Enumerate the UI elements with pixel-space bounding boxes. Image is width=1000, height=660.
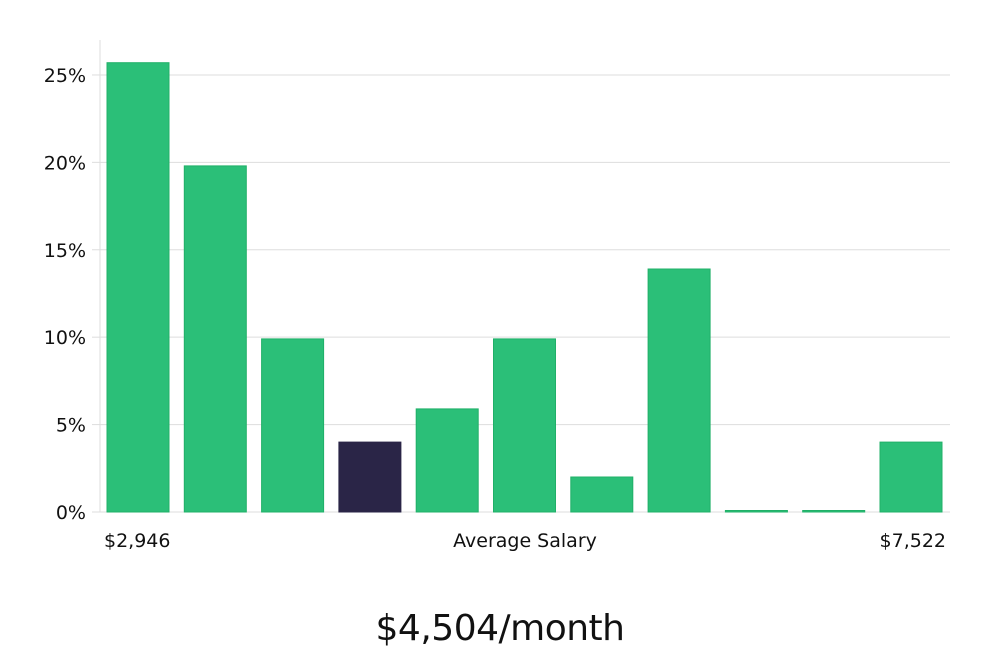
y-tick-label: 20% [44,152,86,174]
bar [415,408,479,513]
bars [106,62,943,513]
y-tick-label: 25% [44,65,86,87]
bar [647,268,711,513]
average-salary-summary: $4,504/month [375,608,625,649]
bar [493,338,556,513]
x-axis-title: Average Salary [453,530,597,552]
bar [261,338,325,513]
y-axis-ticks: 0% 5% 10% 15% 20% 25% [44,65,100,524]
y-tick-label: 10% [44,327,86,349]
bar [106,62,170,513]
y-tick-label: 5% [56,415,86,437]
bar [183,165,247,513]
bar [724,510,788,513]
y-tick-label: 0% [56,502,86,524]
salary-histogram: 0% 5% 10% 15% 20% 25% $2,946 Average Salary $… [44,40,950,552]
bar [570,476,634,513]
bar-highlighted [338,441,402,513]
bar [802,510,866,513]
x-min-label: $2,946 [104,530,170,552]
x-max-label: $7,522 [880,530,946,552]
bar [879,441,943,513]
y-tick-label: 15% [44,240,86,262]
